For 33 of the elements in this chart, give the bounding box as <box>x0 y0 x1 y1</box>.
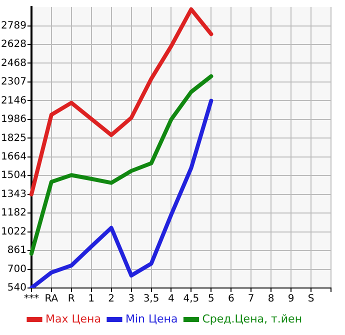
x-tick-label: 9 <box>288 294 294 305</box>
x-tick-label: 8 <box>268 294 274 305</box>
x-tick-label: 4,5 <box>183 294 200 305</box>
y-tick-label: 2307 <box>0 76 26 88</box>
y-tick-label: 1504 <box>0 170 26 182</box>
x-tick-label: 3 <box>128 294 134 305</box>
y-tick-label: 2468 <box>0 58 26 69</box>
y-tick-label: 540 <box>7 282 26 294</box>
x-tick-label: R <box>68 294 75 305</box>
legend-label: Min Цена <box>125 312 178 326</box>
y-tick-label: 2628 <box>0 39 26 50</box>
x-tick-label: 1 <box>88 294 95 305</box>
y-tick-label: 1664 <box>0 152 26 163</box>
y-tick-label: 861 <box>7 245 26 256</box>
legend-label: Max Цена <box>45 312 101 326</box>
y-tick-label: 1182 <box>0 208 26 219</box>
x-tick-label: RA <box>44 294 58 305</box>
x-tick-label: 6 <box>228 294 234 305</box>
y-tick-label: 700 <box>7 264 26 275</box>
x-tick-label: 3,5 <box>143 294 160 305</box>
y-tick-label: 1022 <box>0 226 26 238</box>
y-tick-label: 1986 <box>0 114 26 125</box>
x-tick-label: 2 <box>108 294 115 305</box>
x-tick-label: 7 <box>248 294 254 305</box>
legend-label: Сред.Цена, т.йен <box>202 312 302 326</box>
y-tick-label: 1343 <box>0 188 26 200</box>
x-tick-label: 4 <box>168 294 174 305</box>
y-tick-label: 1825 <box>0 132 26 144</box>
x-tick-label: *** <box>24 294 39 305</box>
y-tick-label: 2146 <box>0 95 26 106</box>
x-tick-label: 5 <box>208 294 214 305</box>
x-tick-label: S <box>308 294 314 305</box>
y-tick-label: 2789 <box>0 20 26 32</box>
